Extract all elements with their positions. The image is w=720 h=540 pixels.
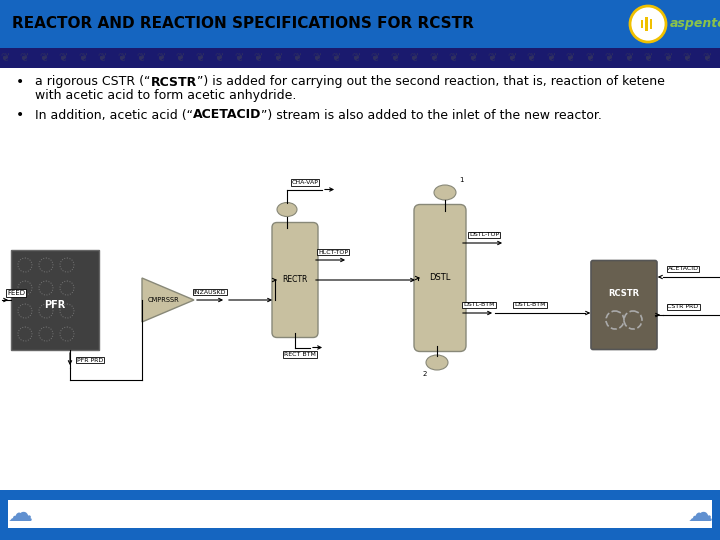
Text: ❦: ❦: [663, 53, 672, 63]
Text: DSTL-BTM: DSTL-BTM: [463, 302, 495, 307]
Text: ❦: ❦: [312, 53, 322, 63]
Text: ❦: ❦: [585, 53, 595, 63]
FancyBboxPatch shape: [0, 48, 720, 68]
Text: ❦: ❦: [508, 53, 517, 63]
Text: CMPRSSR: CMPRSSR: [148, 297, 180, 303]
Text: ”) stream is also added to the inlet of the new reactor.: ”) stream is also added to the inlet of …: [261, 109, 602, 122]
Text: ❦: ❦: [468, 53, 477, 63]
Text: ❦: ❦: [410, 53, 419, 63]
Text: ❦: ❦: [195, 53, 204, 63]
Text: ❦: ❦: [390, 53, 400, 63]
FancyBboxPatch shape: [11, 250, 99, 350]
Text: ❦: ❦: [488, 53, 498, 63]
Text: ❦: ❦: [351, 53, 361, 63]
Text: ❦: ❦: [293, 53, 302, 63]
Text: 2: 2: [423, 372, 428, 377]
FancyBboxPatch shape: [0, 490, 720, 540]
Ellipse shape: [434, 185, 456, 200]
Text: ☁: ☁: [688, 502, 713, 526]
Text: ❦: ❦: [78, 53, 88, 63]
Text: ❦: ❦: [20, 53, 30, 63]
Text: ❦: ❦: [624, 53, 634, 63]
FancyBboxPatch shape: [414, 205, 466, 352]
Text: ACETACID: ACETACID: [667, 267, 698, 272]
Text: ❦: ❦: [702, 53, 711, 63]
Text: 1: 1: [459, 178, 464, 184]
Text: •: •: [16, 108, 24, 122]
Text: ❦: ❦: [234, 53, 243, 63]
Text: ☁: ☁: [7, 502, 32, 526]
Text: DSTL-TOP: DSTL-TOP: [469, 233, 499, 238]
Text: ❦: ❦: [605, 53, 614, 63]
Text: ❦: ❦: [176, 53, 185, 63]
Text: a rigorous CSTR (“: a rigorous CSTR (“: [35, 76, 150, 89]
FancyBboxPatch shape: [591, 260, 657, 349]
Text: aspentech: aspentech: [670, 17, 720, 30]
Circle shape: [630, 6, 666, 42]
FancyBboxPatch shape: [0, 0, 720, 48]
Text: PFR PRD: PFR PRD: [77, 357, 103, 362]
Text: ”) is added for carrying out the second reaction, that is, reaction of ketene: ”) is added for carrying out the second …: [197, 76, 665, 89]
Text: ❦: ❦: [117, 53, 127, 63]
Text: RCSTR: RCSTR: [150, 76, 197, 89]
Text: ❦: ❦: [40, 53, 49, 63]
FancyBboxPatch shape: [641, 20, 643, 28]
Text: ❦: ❦: [429, 53, 438, 63]
FancyBboxPatch shape: [649, 19, 652, 29]
Text: ❦: ❦: [137, 53, 146, 63]
Text: ❦: ❦: [98, 53, 107, 63]
FancyBboxPatch shape: [272, 222, 318, 338]
Text: ❦: ❦: [332, 53, 341, 63]
Text: CSTR PRD: CSTR PRD: [667, 305, 698, 309]
FancyBboxPatch shape: [8, 500, 712, 528]
Text: RECT BTM: RECT BTM: [284, 352, 316, 357]
Text: ❦: ❦: [254, 53, 264, 63]
Text: PFR: PFR: [45, 300, 66, 310]
Text: CHA-VAP: CHA-VAP: [292, 180, 318, 185]
Ellipse shape: [277, 202, 297, 217]
Text: ACETACID: ACETACID: [193, 109, 261, 122]
Text: In addition, acetic acid (“: In addition, acetic acid (“: [35, 109, 193, 122]
Text: ❦: ❦: [449, 53, 458, 63]
Text: ❦: ❦: [0, 53, 9, 63]
Text: ❦: ❦: [527, 53, 536, 63]
Text: ❦: ❦: [215, 53, 224, 63]
Text: ❦: ❦: [371, 53, 380, 63]
Text: INZAUSKD: INZAUSKD: [194, 289, 226, 294]
Text: DSTL-BTM: DSTL-BTM: [514, 302, 546, 307]
Ellipse shape: [426, 355, 448, 370]
Polygon shape: [142, 278, 194, 322]
Text: ❦: ❦: [683, 53, 692, 63]
Text: HLCT-TOP: HLCT-TOP: [318, 249, 348, 254]
Text: RCSTR: RCSTR: [608, 288, 639, 298]
Text: ❦: ❦: [566, 53, 575, 63]
Text: ❦: ❦: [546, 53, 556, 63]
Text: with acetic acid to form acetic anhydride.: with acetic acid to form acetic anhydrid…: [35, 90, 297, 103]
Text: •: •: [16, 75, 24, 89]
Text: ❦: ❦: [156, 53, 166, 63]
Text: ❦: ❦: [59, 53, 68, 63]
FancyBboxPatch shape: [645, 17, 648, 31]
Text: RECTR: RECTR: [282, 275, 307, 285]
Text: REACTOR AND REACTION SPECIFICATIONS FOR RCSTR: REACTOR AND REACTION SPECIFICATIONS FOR …: [12, 17, 474, 31]
Text: DSTL: DSTL: [429, 273, 451, 282]
Text: ❦: ❦: [274, 53, 283, 63]
Text: ❦: ❦: [644, 53, 653, 63]
Text: FEED: FEED: [7, 290, 25, 296]
